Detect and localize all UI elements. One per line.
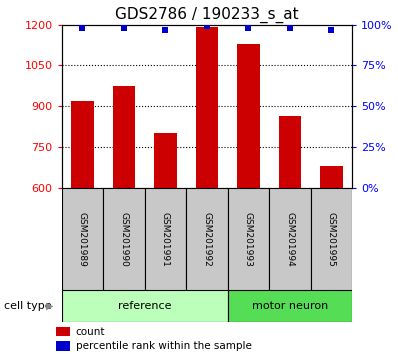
Point [287, 25, 293, 31]
Point [121, 25, 127, 31]
Text: GSM201991: GSM201991 [161, 211, 170, 267]
Bar [113, 86, 135, 188]
Text: GSM201994: GSM201994 [285, 212, 295, 266]
Bar [186, 188, 228, 290]
Bar [56, 341, 70, 351]
Bar [195, 28, 219, 188]
Bar [145, 188, 186, 290]
Text: GSM201990: GSM201990 [119, 211, 129, 267]
Bar [103, 188, 145, 290]
Point [328, 27, 335, 33]
Bar [269, 188, 311, 290]
Bar [228, 290, 352, 322]
Point [245, 25, 252, 31]
Bar [320, 166, 343, 188]
Bar [237, 44, 260, 188]
Bar [62, 188, 103, 290]
Text: count: count [76, 327, 105, 337]
Text: GSM201993: GSM201993 [244, 211, 253, 267]
Bar [228, 188, 269, 290]
Point [79, 25, 86, 31]
Text: motor neuron: motor neuron [252, 301, 328, 311]
Text: cell type: cell type [4, 301, 52, 311]
Bar [279, 116, 301, 188]
Title: GDS2786 / 190233_s_at: GDS2786 / 190233_s_at [115, 7, 299, 23]
Bar [311, 188, 352, 290]
Text: GSM201992: GSM201992 [203, 212, 211, 266]
Point [204, 24, 210, 29]
Text: reference: reference [118, 301, 172, 311]
Bar [71, 101, 94, 188]
Bar [154, 133, 177, 188]
Text: ▶: ▶ [46, 301, 53, 311]
Text: GSM201989: GSM201989 [78, 211, 87, 267]
Bar [62, 290, 228, 322]
Point [162, 27, 169, 33]
Text: percentile rank within the sample: percentile rank within the sample [76, 341, 252, 351]
Text: GSM201995: GSM201995 [327, 211, 336, 267]
Bar [56, 327, 70, 336]
